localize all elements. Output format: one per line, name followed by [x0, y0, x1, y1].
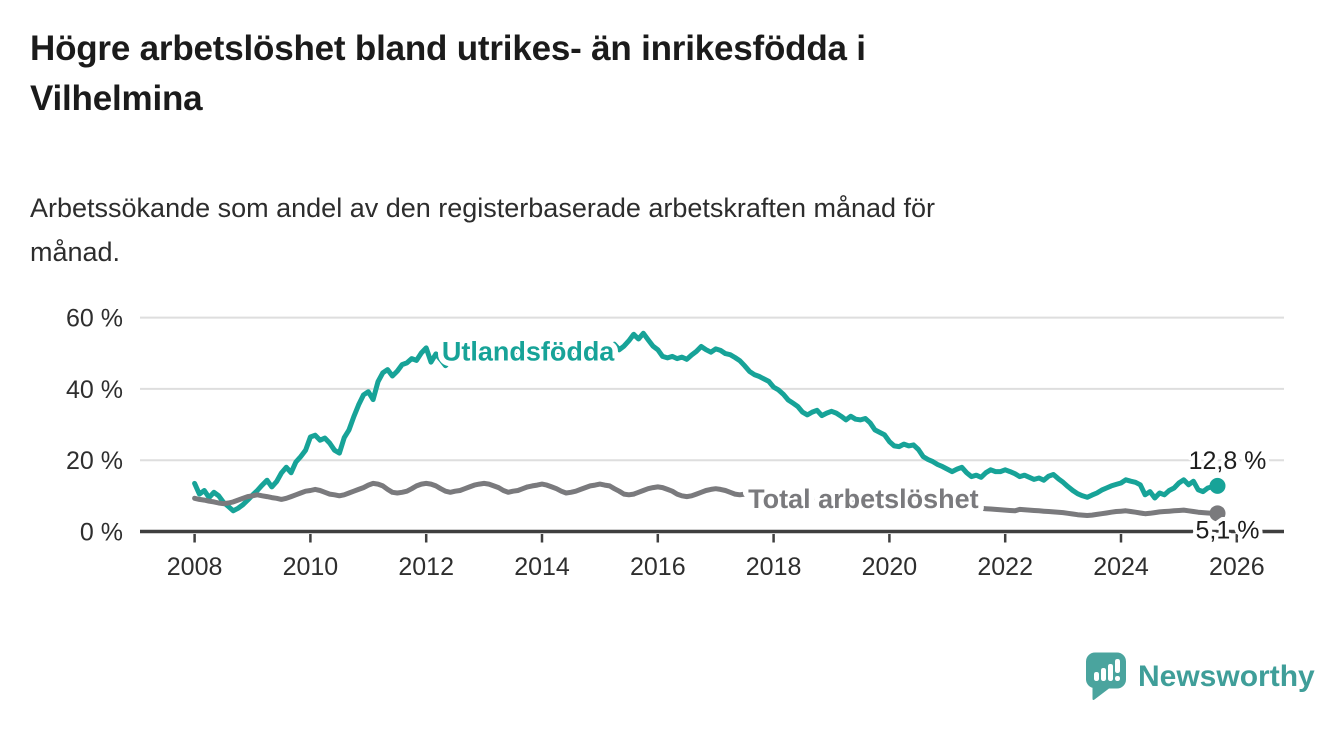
x-axis-label: 2022: [977, 553, 1033, 581]
newsworthy-logo: Newsworthy: [1085, 652, 1315, 701]
x-axis-label: 2018: [746, 553, 802, 581]
series-line-total-arbetsloshet: [192, 480, 1220, 518]
x-axis-label: 2026: [1209, 553, 1265, 581]
chart-subtitle-line-2: månad.: [30, 237, 121, 267]
logo-bar-1: [1094, 672, 1099, 681]
series-label-utlandsfodda: Utlandsfödda: [442, 337, 615, 367]
newsworthy-logo-icon: [1086, 652, 1126, 701]
series-end-dot-utlandsfodda: [1209, 477, 1226, 494]
logo-exclamation-stem: [1115, 659, 1120, 673]
x-axis-label: 2016: [630, 553, 686, 581]
page-title-line-1: Högre arbetslöshet bland utrikes- än inr…: [30, 29, 866, 68]
logo-bar-3: [1108, 664, 1113, 681]
newsworthy-wordmark: Newsworthy: [1138, 659, 1315, 693]
x-axis-label: 2014: [514, 553, 570, 581]
x-axis-label: 2012: [398, 553, 454, 581]
x-axis-label: 2008: [167, 553, 223, 581]
chart-subtitle: Arbetssökande som andel av den registerb…: [30, 186, 1230, 274]
end-value-label-total-arbetsloshet: 5,1 %: [1196, 516, 1260, 544]
x-axis-label: 2020: [862, 553, 918, 581]
page-title: Högre arbetslöshet bland utrikes- än inr…: [30, 24, 1210, 124]
y-axis-label: 20 %: [66, 447, 123, 475]
x-axis-label: 2024: [1093, 553, 1149, 581]
y-axis-label: 40 %: [66, 376, 123, 404]
end-value-label-utlandsfodda: 12,8 %: [1189, 447, 1267, 475]
page-title-line-2: Vilhelmina: [30, 79, 203, 118]
y-axis-label: 60 %: [66, 305, 123, 333]
series-end-dot-total-arbetsloshet: [1209, 505, 1226, 522]
chart-subtitle-line-1: Arbetssökande som andel av den registerb…: [30, 193, 936, 223]
y-axis-label: 0 %: [80, 519, 123, 547]
x-axis-label: 2010: [283, 553, 339, 581]
series-line-utlandsfodda: [192, 330, 1220, 514]
logo-bar-2: [1101, 668, 1106, 681]
logo-exclamation-dot: [1115, 676, 1120, 681]
series-label-total-arbetsloshet: Total arbetslöshet: [748, 484, 979, 514]
